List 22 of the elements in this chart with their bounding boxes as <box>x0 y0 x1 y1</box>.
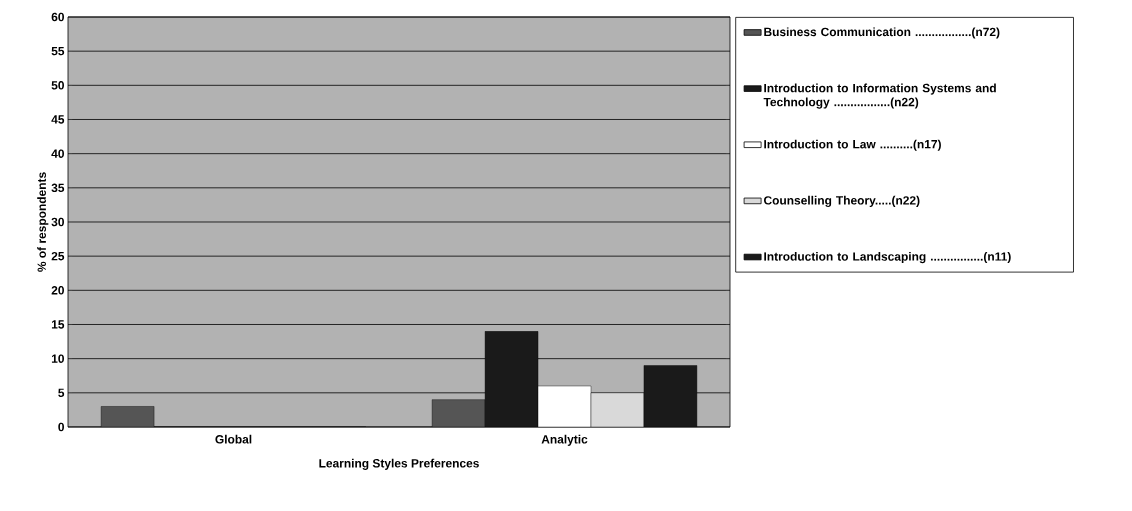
y-tick-label: 30 <box>51 217 64 227</box>
x-tick-label: Analytic <box>541 434 588 446</box>
x-tick-label: Global <box>215 434 252 444</box>
y-tick-label: 60 <box>51 12 64 22</box>
legend-label: Introduction to Landscaping ................(n11) <box>764 251 1011 264</box>
y-tick-label: 45 <box>51 115 65 124</box>
y-tick-label: 40 <box>51 149 64 158</box>
y-axis-title: % of respondents <box>37 172 49 272</box>
y-tick-label: 25 <box>51 251 65 261</box>
y-tick-label: 50 <box>51 81 64 90</box>
legend-label: Business Communication .................(n72) <box>764 27 1000 39</box>
y-tick-label: 20 <box>51 286 64 295</box>
y-tick-label: 10 <box>51 354 64 363</box>
y-tick-label: 0 <box>58 422 64 432</box>
legend-label: Introduction to Information Systems and Technology .................(n22) <box>763 83 996 109</box>
y-tick-label: 15 <box>51 320 65 329</box>
x-axis-title: Learning Styles Preferences <box>319 458 479 470</box>
y-tick-label: 35 <box>51 183 65 193</box>
y-tick-label: 55 <box>51 46 65 56</box>
legend-label: Counselling Theory.....(n22) <box>763 195 920 207</box>
legend-label: Introduction to Law ..........(n17) <box>764 139 941 151</box>
y-tick-label: 5 <box>58 388 65 397</box>
